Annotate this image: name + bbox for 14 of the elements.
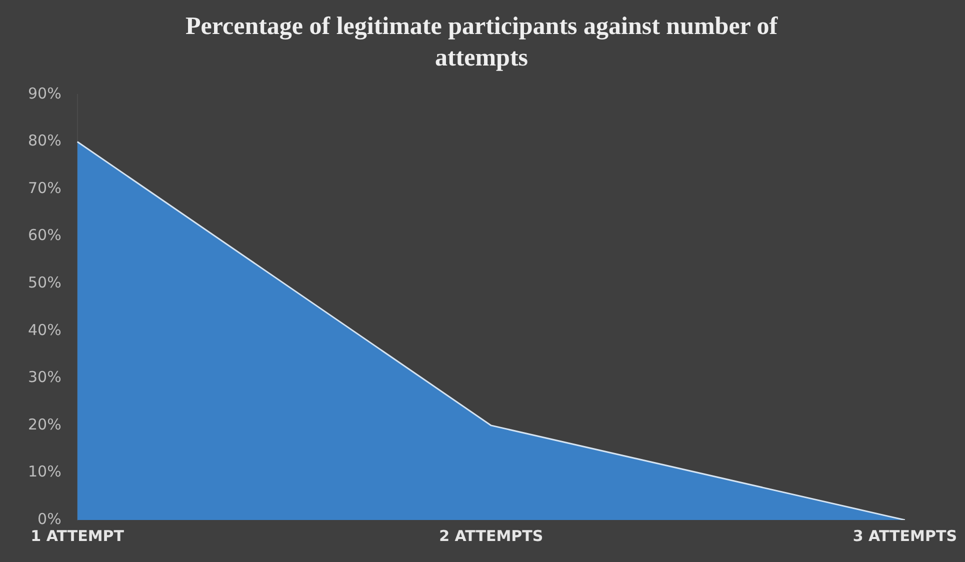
y-tick-label: 80% — [28, 132, 62, 150]
y-tick-label: 10% — [28, 462, 62, 481]
chart-title: Percentage of legitimate participants against number of attempts — [185, 13, 778, 72]
y-tick-label: 30% — [28, 368, 62, 386]
y-tick-label: 50% — [28, 274, 62, 292]
y-tick-label: 90% — [28, 84, 62, 102]
x-tick-label: 3 ATTEMPTS — [852, 526, 958, 545]
y-tick-label: 40% — [28, 320, 62, 339]
y-tick-label: 70% — [28, 178, 62, 197]
y-tick-label: 20% — [28, 415, 62, 434]
y-tick-label: 0% — [38, 510, 62, 528]
y-tick-label: 60% — [28, 226, 62, 244]
x-tick-label: 2 ATTEMPTS — [439, 526, 544, 545]
x-tick-label: 1 ATTEMPT — [30, 526, 125, 545]
